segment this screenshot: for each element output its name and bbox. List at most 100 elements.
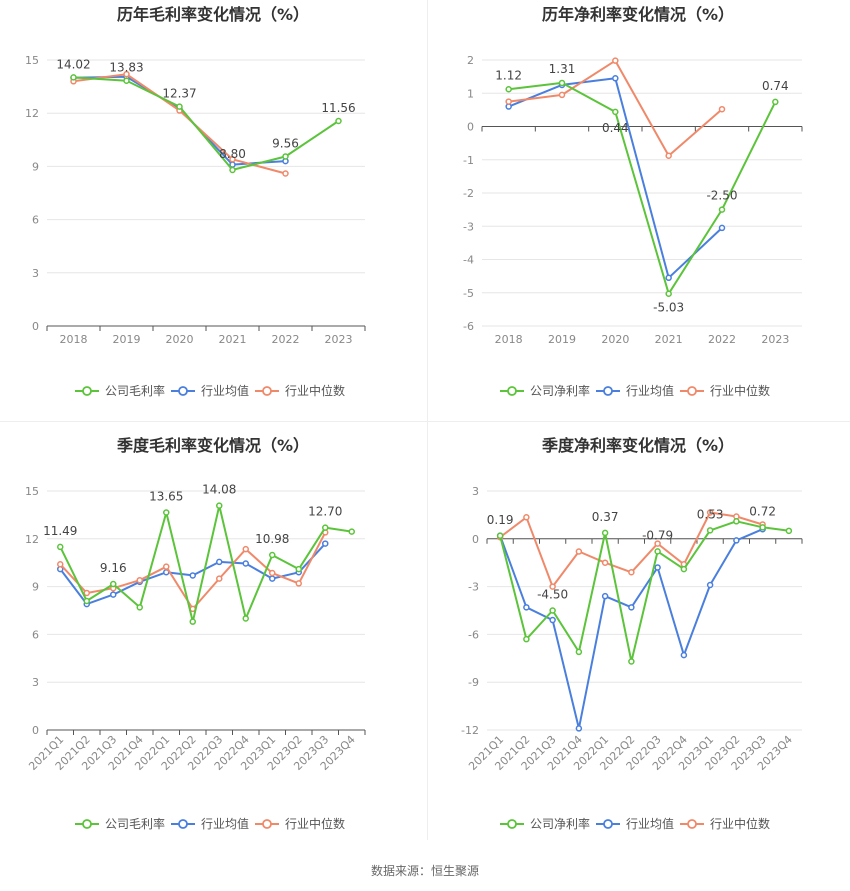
data-label: 0.53 (697, 507, 724, 521)
legend-marker (178, 386, 188, 396)
data-point (612, 57, 619, 64)
data-point (718, 224, 726, 232)
data-point (229, 166, 236, 174)
data-point (216, 575, 223, 582)
legend-item[interactable]: 公司毛利率 (75, 816, 165, 831)
data-label: 9.56 (272, 136, 299, 150)
series-line (499, 528, 763, 730)
data-label: -4.50 (537, 588, 568, 602)
data-point (189, 618, 196, 625)
series-industry-median (505, 57, 726, 160)
data-point (733, 518, 740, 525)
data-label: 0.74 (762, 79, 789, 93)
data-point (680, 651, 688, 659)
series-line (508, 77, 723, 279)
data-point (706, 509, 714, 516)
data-label: 0.19 (487, 513, 514, 527)
x-tick-label: 2020 (166, 333, 194, 346)
y-tick-label: 0 (472, 533, 479, 546)
data-point (601, 559, 609, 566)
legend-label: 行业中位数 (710, 816, 770, 831)
legend-label: 行业中位数 (285, 816, 345, 831)
data-point (242, 560, 249, 567)
data-point (628, 569, 635, 576)
series-industry-avg (57, 540, 329, 608)
data-point (269, 569, 276, 577)
data-label: 11.56 (321, 101, 355, 115)
y-tick-label: 2 (467, 54, 474, 67)
chart-3: 季度毛利率变化情况（%）036912152021Q12021Q22021Q320… (25, 436, 366, 831)
data-label: 9.16 (100, 561, 127, 575)
data-label: 8.80 (219, 147, 246, 161)
legend-item[interactable]: 行业均值 (596, 383, 674, 398)
series-company (496, 518, 793, 665)
series-company (505, 79, 779, 297)
legend-label: 行业中位数 (710, 383, 770, 398)
data-point (216, 558, 223, 566)
data-point (575, 648, 583, 656)
data-point (558, 91, 566, 99)
data-point (654, 540, 661, 547)
vertical-divider (427, 0, 428, 840)
y-tick-label: -5 (463, 287, 474, 300)
series-line (508, 59, 723, 157)
legend-item[interactable]: 行业均值 (171, 816, 249, 831)
data-label: 10.98 (255, 532, 289, 546)
data-label: 11.49 (43, 524, 77, 538)
data-point (70, 74, 77, 81)
data-point (575, 725, 583, 732)
data-label: -2.50 (706, 189, 737, 203)
legend-item[interactable]: 行业中位数 (255, 816, 345, 831)
data-point (269, 551, 276, 559)
y-tick-label: 9 (32, 581, 39, 594)
legend-item[interactable]: 公司净利率 (500, 816, 590, 831)
data-point (57, 543, 64, 551)
y-tick-label: -3 (468, 581, 479, 594)
data-point (110, 591, 117, 598)
data-point (57, 561, 64, 568)
legend-label: 行业均值 (201, 383, 249, 398)
y-tick-label: 15 (25, 485, 39, 498)
data-point (322, 524, 329, 531)
legend-marker (603, 386, 613, 396)
legend-item[interactable]: 行业均值 (596, 816, 674, 831)
data-point (601, 529, 609, 537)
series-industry-avg (496, 525, 766, 732)
legend-item[interactable]: 行业中位数 (680, 383, 770, 398)
chart-4: 季度净利率变化情况（%）-12-9-6-3032021Q12021Q22021Q… (461, 436, 803, 831)
legend-item[interactable]: 行业均值 (171, 383, 249, 398)
y-tick-label: 15 (25, 54, 39, 67)
data-label: 1.12 (495, 68, 522, 82)
legend-item[interactable]: 公司净利率 (500, 383, 590, 398)
y-tick-label: 9 (32, 160, 39, 173)
data-point (575, 548, 583, 555)
x-tick-label: 2020 (601, 333, 629, 346)
data-point (229, 156, 236, 163)
chart-1: 历年毛利率变化情况（%） 0 3 6 9 12 15 2018 2019 2020 2021 2022… (25, 5, 366, 398)
data-point (680, 565, 688, 573)
data-label: 1.31 (549, 62, 576, 76)
legend-marker (687, 819, 697, 829)
data-point (335, 117, 342, 125)
data-point (242, 615, 249, 622)
data-point (282, 153, 289, 160)
data-point (549, 616, 556, 624)
legend-item[interactable]: 行业中位数 (255, 383, 345, 398)
data-point (523, 604, 530, 611)
data-point (83, 597, 90, 605)
data-label: 13.65 (149, 490, 183, 504)
x-tick-label: 2023 (761, 333, 789, 346)
series-line (73, 76, 340, 171)
data-point (601, 592, 609, 600)
series-industry-avg (505, 75, 726, 282)
data-label: -0.79 (642, 528, 673, 542)
legend-item[interactable]: 公司毛利率 (75, 383, 165, 398)
chart-title: 历年净利率变化情况（%） (542, 5, 734, 24)
legend-marker (82, 819, 92, 829)
data-point (136, 604, 143, 611)
chart-2: 历年净利率变化情况（%） -6 -5 -4 -3 -2 -1 0 1 2 2018 2019 2020 2… (463, 5, 803, 398)
legend-item[interactable]: 行业中位数 (680, 816, 770, 831)
data-point (718, 206, 726, 213)
data-point (295, 565, 302, 573)
data-label: 12.37 (162, 87, 196, 101)
